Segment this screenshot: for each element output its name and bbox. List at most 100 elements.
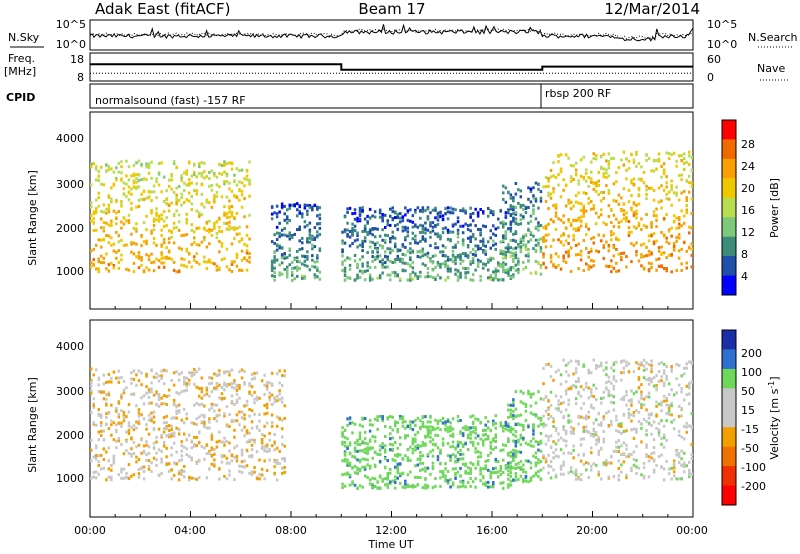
velocity-cell — [223, 388, 226, 392]
power-cell — [519, 245, 523, 249]
power-cell — [479, 274, 482, 278]
velocity-cell — [620, 463, 623, 467]
velocity-cell — [228, 441, 231, 445]
power-cell — [115, 216, 118, 220]
velocity-cell — [688, 475, 691, 479]
velocity-cell — [587, 386, 590, 390]
power-cell — [534, 270, 538, 274]
power-cell — [439, 234, 442, 238]
power-cell — [421, 237, 425, 241]
velocity-cell — [532, 423, 535, 427]
power-cell — [507, 246, 510, 250]
power-cell — [225, 227, 229, 231]
power-cell — [132, 172, 136, 176]
power-cell — [534, 181, 538, 185]
power-cell — [542, 255, 545, 259]
power-cell — [225, 265, 229, 269]
power-cell — [517, 271, 520, 275]
power-cell — [657, 186, 661, 190]
velocity-cell — [346, 417, 349, 421]
power-cell — [361, 249, 364, 253]
power-cell — [198, 165, 201, 169]
power-cell — [424, 263, 427, 267]
power-cell — [507, 211, 510, 215]
power-cell — [527, 228, 530, 232]
velocity-cell — [577, 453, 580, 457]
velocity-cell — [489, 485, 492, 489]
velocity-cell — [444, 479, 447, 483]
power-cell — [579, 220, 583, 224]
power-cell — [424, 221, 427, 225]
velocity-cell — [165, 455, 168, 459]
frequency-trace — [90, 63, 693, 71]
power-cell — [205, 175, 209, 178]
velocity-cell — [514, 444, 518, 448]
velocity-cell — [655, 383, 658, 387]
velocity-cell — [353, 422, 357, 426]
power-cell — [228, 181, 231, 185]
velocity-cell — [278, 462, 281, 465]
velocity-cell — [592, 427, 595, 431]
velocity-cell — [522, 479, 525, 483]
velocity-cell — [424, 442, 427, 446]
power-cell — [444, 278, 447, 282]
velocity-cell — [522, 428, 525, 432]
power-cell — [394, 274, 397, 278]
velocity-cell — [122, 476, 126, 480]
velocity-cell — [185, 412, 188, 416]
power-cell — [627, 188, 631, 192]
power-cell — [537, 243, 540, 247]
power-cell — [384, 240, 387, 244]
power-cell — [677, 226, 681, 230]
velocity-cell — [102, 447, 106, 451]
power-cell — [574, 171, 578, 175]
velocity-cell — [652, 376, 656, 380]
velocity-cell — [283, 444, 286, 448]
velocity-cell — [479, 451, 482, 455]
power-cell — [524, 245, 528, 249]
power-cell — [567, 249, 570, 253]
velocity-cell — [537, 390, 540, 394]
velocity-cell — [248, 383, 251, 387]
power-cell — [389, 259, 392, 263]
velocity-cell — [273, 440, 276, 444]
power-cell — [640, 243, 643, 247]
power-cell — [497, 261, 500, 265]
power-cell — [517, 267, 520, 271]
power-cell — [451, 255, 455, 259]
velocity-cell — [507, 451, 510, 455]
power-cell — [655, 239, 658, 243]
velocity-cell — [218, 369, 221, 373]
power-cell — [313, 260, 317, 264]
velocity-cell — [363, 441, 367, 445]
velocity-cell — [670, 420, 673, 424]
velocity-cell — [542, 414, 545, 418]
velocity-cell — [105, 450, 108, 454]
velocity-cell — [672, 474, 676, 478]
velocity-cell — [559, 472, 563, 476]
velocity-cell — [416, 457, 420, 461]
velocity-cell — [281, 442, 284, 446]
power-cell — [135, 227, 138, 231]
power-cell — [577, 218, 580, 222]
power-cell — [215, 194, 219, 198]
velocity-cell — [660, 453, 663, 457]
velocity-cell — [617, 467, 621, 470]
power-cell — [494, 234, 497, 237]
power-cell — [286, 221, 289, 225]
power-cell — [296, 202, 299, 206]
power-cell — [243, 184, 246, 188]
power-cell — [620, 258, 623, 262]
velocity-cell — [193, 371, 196, 375]
velocity-cell — [142, 402, 146, 406]
power-cell — [547, 179, 550, 183]
velocity-cell — [542, 466, 545, 470]
power-cell — [167, 241, 171, 245]
velocity-cell — [132, 369, 136, 373]
power-cell — [386, 247, 389, 251]
power-cell — [454, 245, 457, 249]
velocity-cell — [170, 468, 173, 472]
power-cell — [303, 206, 307, 210]
velocity-cell — [218, 408, 221, 412]
velocity-cell — [120, 393, 123, 397]
